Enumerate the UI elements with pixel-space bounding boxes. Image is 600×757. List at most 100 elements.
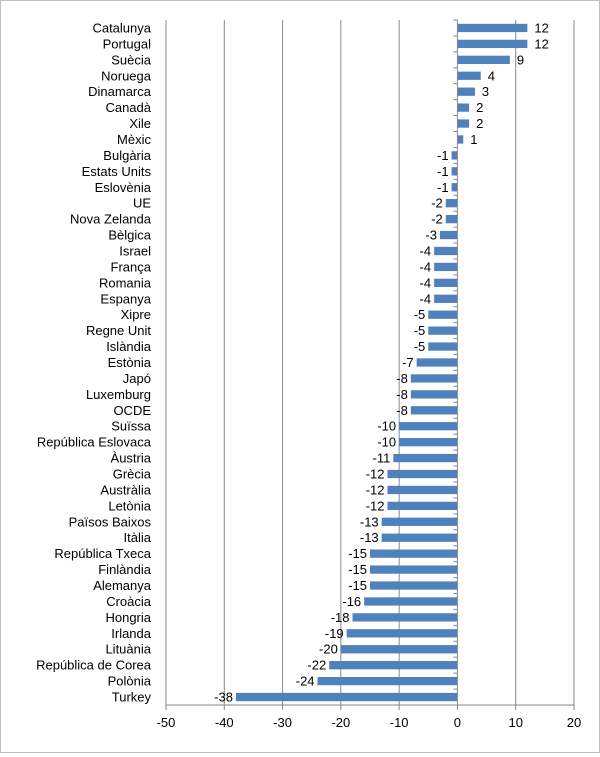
value-label-3: 4 <box>488 68 495 83</box>
bar-34 <box>370 565 458 574</box>
value-label-23: -8 <box>396 387 408 402</box>
bar-35 <box>370 581 458 590</box>
bar-38 <box>346 629 458 638</box>
value-label-6: 2 <box>476 116 483 131</box>
bar-15 <box>434 262 458 272</box>
bar-22 <box>410 374 458 383</box>
value-label-42: -38 <box>214 690 233 705</box>
axes <box>165 19 575 710</box>
category-label-13: Bèlgica <box>108 228 151 243</box>
bar-8 <box>451 151 458 160</box>
value-label-32: -13 <box>360 530 379 545</box>
bar-12 <box>445 214 458 224</box>
category-label-11: UE <box>133 196 151 211</box>
x-tick-label-5: 0 <box>454 715 461 730</box>
x-tick-label-4: -10 <box>390 715 409 730</box>
bar-32 <box>381 533 458 542</box>
value-label-17: -4 <box>420 291 432 306</box>
category-label-35: Alemanya <box>93 578 152 593</box>
bar-33 <box>370 549 458 558</box>
x-tick-label-0: -50 <box>157 715 176 730</box>
bar-24 <box>410 406 458 415</box>
value-label-13: -3 <box>425 228 437 243</box>
category-label-1: Portugal <box>103 36 152 51</box>
bar-40 <box>329 661 458 670</box>
x-tick-label-3: -20 <box>331 715 350 730</box>
bar-20 <box>428 342 458 351</box>
category-label-4: Dinamarca <box>88 84 152 99</box>
value-label-37: -18 <box>331 610 350 625</box>
category-label-17: Espanya <box>100 291 151 306</box>
value-label-14: -4 <box>420 243 432 258</box>
value-label-8: -1 <box>437 148 449 163</box>
bars <box>235 23 528 702</box>
bar-1 <box>457 39 528 49</box>
category-label-33: República Txeca <box>54 546 151 561</box>
category-label-8: Bulgària <box>103 148 151 163</box>
category-label-12: Nova Zelanda <box>70 212 152 227</box>
category-label-5: Canadà <box>105 100 151 115</box>
bar-39 <box>340 645 458 654</box>
bar-25 <box>399 422 458 431</box>
bar-13 <box>439 230 458 240</box>
value-label-5: 2 <box>476 100 483 115</box>
gridlines <box>165 20 575 705</box>
category-label-32: Itàlia <box>124 530 152 545</box>
category-label-23: Luxemburg <box>86 387 151 402</box>
value-label-19: -5 <box>414 323 426 338</box>
category-label-41: Polònia <box>108 674 152 689</box>
bar-36 <box>364 597 458 606</box>
value-label-26: -10 <box>377 435 396 450</box>
value-label-38: -19 <box>325 626 344 641</box>
bar-28 <box>387 469 458 479</box>
value-label-34: -15 <box>348 562 367 577</box>
category-label-36: Croàcia <box>106 594 152 609</box>
value-label-28: -12 <box>366 467 385 482</box>
value-label-4: 3 <box>482 84 489 99</box>
bar-18 <box>428 310 458 319</box>
value-label-40: -22 <box>307 658 326 673</box>
bar-6 <box>457 119 470 128</box>
value-label-20: -5 <box>414 339 426 354</box>
bar-9 <box>451 167 458 176</box>
bar-0 <box>457 23 528 33</box>
category-label-21: Estònia <box>108 355 152 370</box>
category-label-3: Noruega <box>101 68 152 83</box>
value-label-22: -8 <box>396 371 408 386</box>
value-label-10: -1 <box>437 180 449 195</box>
bar-23 <box>410 390 458 399</box>
value-label-9: -1 <box>437 164 449 179</box>
bar-14 <box>434 246 458 256</box>
category-label-22: Japó <box>123 371 151 386</box>
value-label-16: -4 <box>420 275 432 290</box>
value-label-33: -15 <box>348 546 367 561</box>
category-label-29: Austràlia <box>100 482 151 497</box>
category-label-40: República de Corea <box>36 658 152 673</box>
category-label-24: OCDE <box>113 403 151 418</box>
category-label-26: República Eslovaca <box>37 435 152 450</box>
category-label-14: Israel <box>119 243 151 258</box>
bar-17 <box>434 294 458 303</box>
bar-3 <box>457 71 481 80</box>
x-tick-label-6: 10 <box>508 715 522 730</box>
bar-4 <box>457 87 475 96</box>
value-label-31: -13 <box>360 514 379 529</box>
value-label-11: -2 <box>431 196 443 211</box>
value-label-39: -20 <box>319 642 338 657</box>
category-label-16: Romania <box>99 275 152 290</box>
bar-2 <box>457 55 510 64</box>
bar-11 <box>445 199 458 208</box>
x-tick-label-1: -40 <box>215 715 234 730</box>
category-label-37: Hongria <box>105 610 151 625</box>
bar-7 <box>457 135 464 144</box>
value-label-29: -12 <box>366 482 385 497</box>
value-label-30: -12 <box>366 498 385 513</box>
value-label-18: -5 <box>414 307 426 322</box>
value-label-21: -7 <box>402 355 414 370</box>
category-label-27: Àustria <box>111 451 152 466</box>
bar-42 <box>235 692 458 702</box>
bar-10 <box>451 183 458 192</box>
category-label-30: Letònia <box>108 498 151 513</box>
